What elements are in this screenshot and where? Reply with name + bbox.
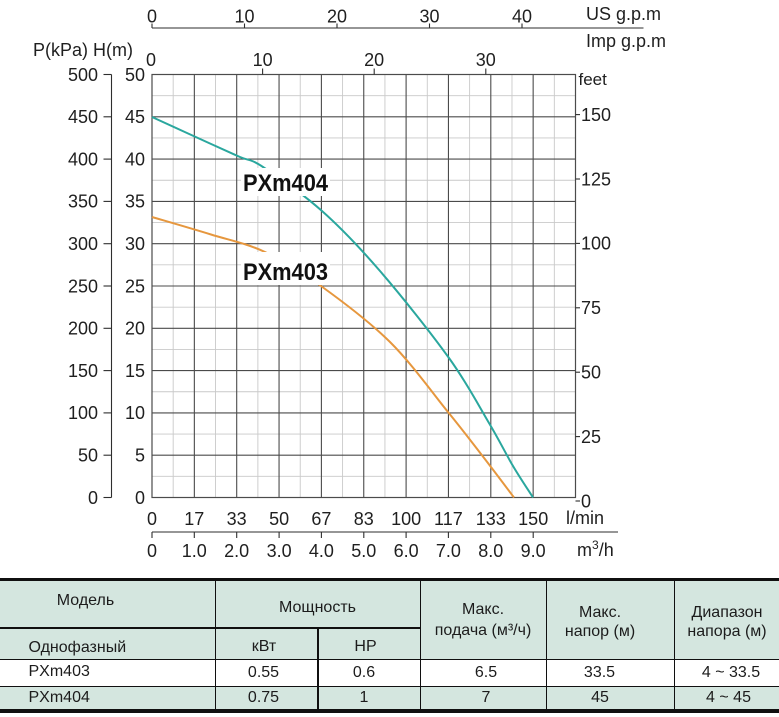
svg-text:250: 250 (68, 276, 98, 296)
svg-text:8.0: 8.0 (478, 541, 503, 561)
svg-text:Imp g.p.m: Imp g.p.m (586, 31, 666, 51)
svg-text:3.0: 3.0 (267, 541, 292, 561)
svg-text:0: 0 (88, 488, 98, 508)
svg-text:50: 50 (78, 446, 98, 466)
svg-text:75: 75 (581, 298, 601, 318)
svg-text:100: 100 (68, 403, 98, 423)
svg-text:100: 100 (391, 509, 421, 529)
svg-text:133: 133 (476, 509, 506, 529)
svg-text:9.0: 9.0 (521, 541, 546, 561)
svg-text:500: 500 (68, 65, 98, 85)
svg-text:0: 0 (146, 50, 156, 70)
svg-text:PXm403: PXm403 (243, 259, 328, 286)
svg-text:1.0: 1.0 (182, 541, 207, 561)
svg-text:PXm404: PXm404 (243, 170, 329, 197)
svg-text:450: 450 (68, 107, 98, 127)
svg-text:feet: feet (579, 70, 608, 89)
svg-text:5: 5 (135, 446, 145, 466)
svg-text:20: 20 (327, 7, 347, 27)
svg-text:US g.p.m: US g.p.m (586, 4, 661, 24)
svg-text:4.0: 4.0 (309, 541, 334, 561)
svg-text:50: 50 (269, 509, 289, 529)
svg-text:40: 40 (512, 7, 532, 27)
svg-text:25: 25 (125, 276, 145, 296)
svg-text:30: 30 (125, 234, 145, 254)
svg-text:83: 83 (354, 509, 374, 529)
svg-text:25: 25 (581, 427, 601, 447)
svg-text:150: 150 (581, 105, 611, 125)
svg-text:30: 30 (419, 7, 439, 27)
svg-text:10: 10 (234, 7, 254, 27)
svg-text:350: 350 (68, 192, 98, 212)
svg-text:50: 50 (125, 65, 145, 85)
svg-text:33: 33 (227, 509, 247, 529)
svg-text:P(kPa) H(m): P(kPa) H(m) (33, 40, 133, 60)
svg-text:400: 400 (68, 149, 98, 169)
svg-text:150: 150 (518, 509, 548, 529)
svg-text:10: 10 (253, 50, 273, 70)
svg-text:m3/h: m3/h (577, 538, 614, 560)
svg-text:l/min: l/min (566, 508, 604, 528)
svg-text:2.0: 2.0 (224, 541, 249, 561)
svg-text:15: 15 (125, 361, 145, 381)
svg-text:300: 300 (68, 234, 98, 254)
svg-text:67: 67 (311, 509, 331, 529)
svg-text:200: 200 (68, 319, 98, 339)
svg-text:5.0: 5.0 (351, 541, 376, 561)
svg-text:35: 35 (125, 192, 145, 212)
svg-text:117: 117 (434, 509, 463, 529)
svg-text:50: 50 (581, 363, 601, 383)
svg-text:0: 0 (581, 491, 591, 511)
svg-text:125: 125 (581, 169, 611, 189)
svg-text:0: 0 (147, 509, 157, 529)
svg-text:30: 30 (476, 50, 496, 70)
svg-text:0: 0 (147, 541, 157, 561)
svg-text:0: 0 (147, 7, 157, 27)
svg-text:17: 17 (184, 509, 204, 529)
svg-text:7.0: 7.0 (436, 541, 461, 561)
svg-text:40: 40 (125, 149, 145, 169)
svg-text:20: 20 (364, 50, 384, 70)
svg-text:10: 10 (125, 403, 145, 423)
svg-text:100: 100 (581, 234, 611, 254)
svg-text:45: 45 (125, 107, 145, 127)
svg-text:20: 20 (125, 319, 145, 339)
svg-text:150: 150 (68, 361, 98, 381)
svg-text:0: 0 (135, 488, 145, 508)
svg-text:6.0: 6.0 (394, 541, 419, 561)
